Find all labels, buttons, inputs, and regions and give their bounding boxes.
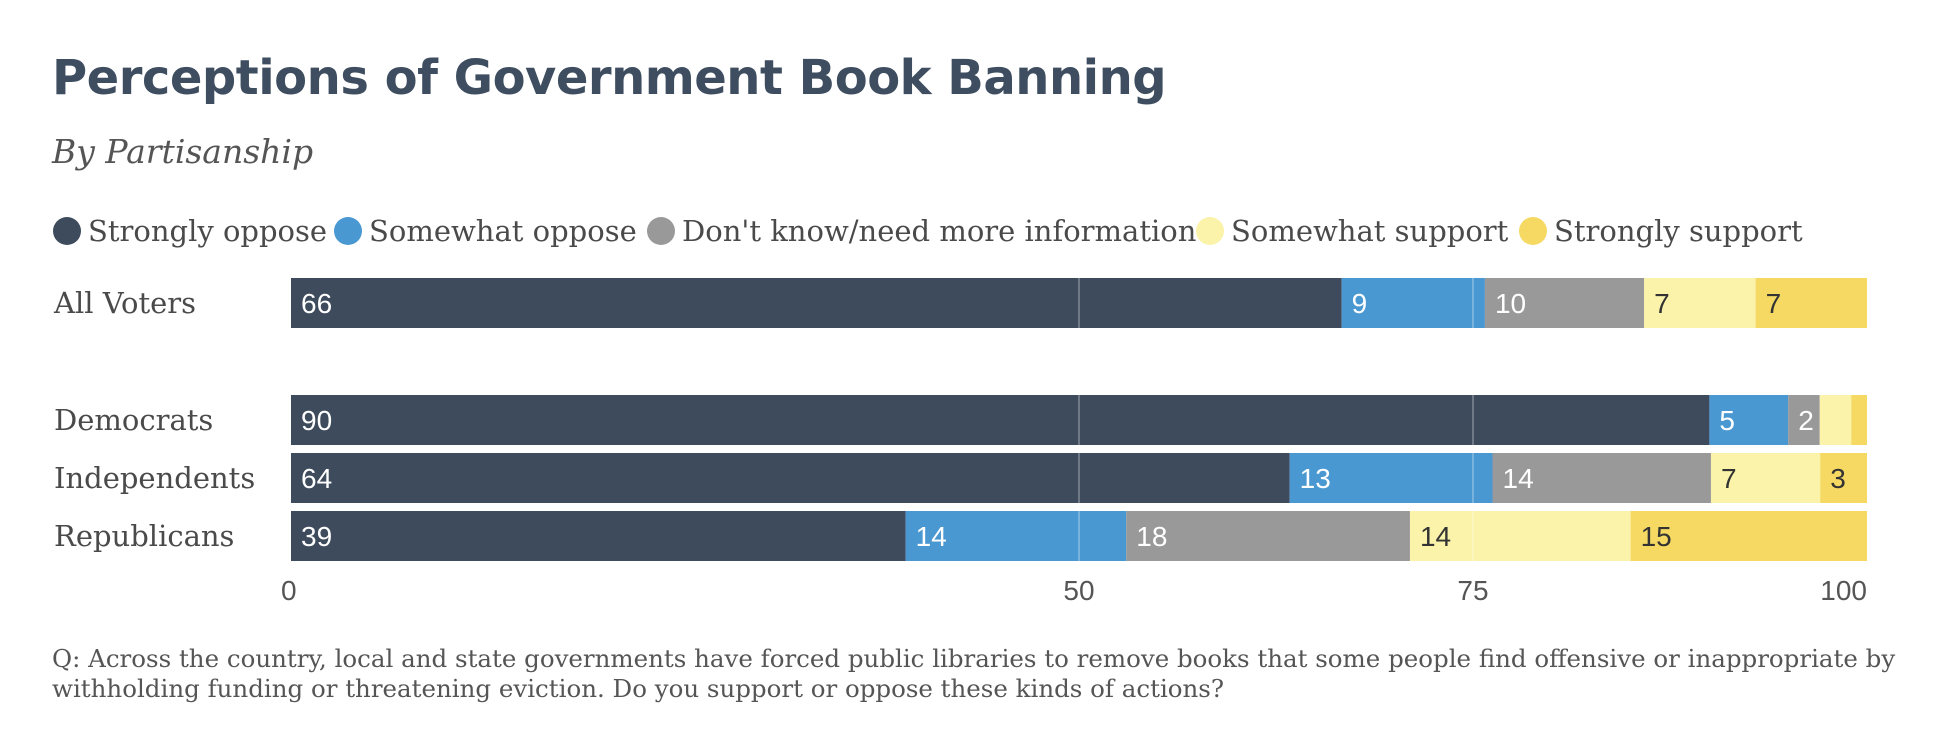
bar-republicans-strongly-support: [1630, 511, 1867, 561]
bar-independents-somewhat-support: [1710, 453, 1821, 503]
row-labels: All Voters Democrats Independents Republica…: [53, 286, 255, 553]
legend-swatch-strongly-support: [1519, 217, 1547, 245]
bar-republicans-somewhat-oppose: [905, 511, 1127, 561]
bar-value-republicans-somewhat-oppose: 14: [916, 521, 947, 552]
row-label-all-voters: All Voters: [53, 286, 196, 320]
bar-value-republicans-strongly-support: 15: [1641, 521, 1672, 552]
bar-all-voters-somewhat-support: [1644, 278, 1756, 328]
bar-democrats-don-t-know-need-more-information: [1788, 395, 1820, 445]
bar-democrats-strongly-support: [1851, 395, 1867, 445]
chart-subtitle: By Partisanship: [52, 132, 314, 171]
bar-value-democrats-don-t-know-need-more-information: 2: [1798, 405, 1814, 436]
bar-all-voters-somewhat-oppose: [1341, 278, 1485, 328]
bar-value-independents-don-t-know-need-more-information: 14: [1503, 463, 1534, 494]
bar-value-republicans-somewhat-support: 14: [1420, 521, 1451, 552]
legend-label-strongly-support: Strongly support: [1554, 214, 1803, 248]
legend-swatch-strongly-oppose: [53, 217, 81, 245]
x-tick-label-0: 0: [281, 575, 297, 606]
bar-value-republicans-strongly-oppose: 39: [301, 521, 332, 552]
bar-value-independents-somewhat-support: 7: [1721, 463, 1737, 494]
bar-value-democrats-strongly-oppose: 90: [301, 405, 332, 436]
legend-label-somewhat-support: Somewhat support: [1231, 214, 1509, 248]
bar-value-all-voters-don-t-know-need-more-information: 10: [1495, 288, 1526, 319]
bar-value-all-voters-strongly-support: 7: [1766, 288, 1782, 319]
bar-value-independents-strongly-oppose: 64: [301, 463, 332, 494]
bar-value-democrats-somewhat-oppose: 5: [1719, 405, 1735, 436]
chart-title: Perceptions of Government Book Banning: [52, 50, 1167, 106]
legend-label-strongly-oppose: Strongly oppose: [88, 214, 327, 248]
bar-value-republicans-don-t-know-need-more-information: 18: [1136, 521, 1167, 552]
gridlines: [1078, 272, 1474, 567]
row-label-independents: Independents: [54, 461, 255, 495]
x-tick-label-75: 75: [1457, 575, 1488, 606]
legend: Strongly oppose Somewhat oppose Don't know…: [53, 214, 1803, 248]
bar-value-all-voters-somewhat-oppose: 9: [1352, 288, 1368, 319]
bar-independents-strongly-oppose: [291, 453, 1290, 503]
legend-swatch-don-t-know-need-more-information: [647, 217, 675, 245]
bar-democrats-somewhat-support: [1819, 395, 1852, 445]
bar-republicans-strongly-oppose: [291, 511, 906, 561]
row-label-democrats: Democrats: [54, 403, 213, 437]
bar-value-all-voters-strongly-oppose: 66: [301, 288, 332, 319]
bar-all-voters-strongly-support: [1755, 278, 1867, 328]
legend-label-somewhat-oppose: Somewhat oppose: [369, 214, 637, 248]
bars: 66 9 10 7 7 90 5 2 64 13 14 7 3 39 14 18 14 15: [291, 278, 1867, 561]
bar-independents-strongly-support: [1820, 453, 1867, 503]
x-tick-label-100: 100: [1820, 575, 1867, 606]
bar-democrats-strongly-oppose: [291, 395, 1710, 445]
legend-swatch-somewhat-oppose: [334, 217, 362, 245]
bar-republicans-somewhat-support: [1409, 511, 1631, 561]
legend-swatch-somewhat-support: [1196, 217, 1224, 245]
x-axis-ticks: 0 50 75 100: [281, 575, 1867, 606]
bar-democrats-somewhat-oppose: [1709, 395, 1789, 445]
bar-value-independents-strongly-support: 3: [1830, 463, 1846, 494]
row-label-republicans: Republicans: [54, 519, 234, 553]
question-footnote: Q: Across the country, local and state g…: [52, 644, 1896, 703]
stacked-bar-chart: Strongly oppose Somewhat oppose Don't know…: [53, 214, 1867, 606]
bar-value-independents-somewhat-oppose: 13: [1300, 463, 1331, 494]
bar-all-voters-strongly-oppose: [291, 278, 1342, 328]
bar-value-all-voters-somewhat-support: 7: [1654, 288, 1670, 319]
legend-label-don-t-know-need-more-information: Don't know/need more information: [682, 214, 1196, 248]
bar-republicans-don-t-know-need-more-information: [1126, 511, 1410, 561]
bar-independents-somewhat-oppose: [1289, 453, 1493, 503]
bar-independents-don-t-know-need-more-information: [1492, 453, 1711, 503]
bar-all-voters-don-t-know-need-more-information: [1484, 278, 1645, 328]
x-tick-label-50: 50: [1063, 575, 1094, 606]
